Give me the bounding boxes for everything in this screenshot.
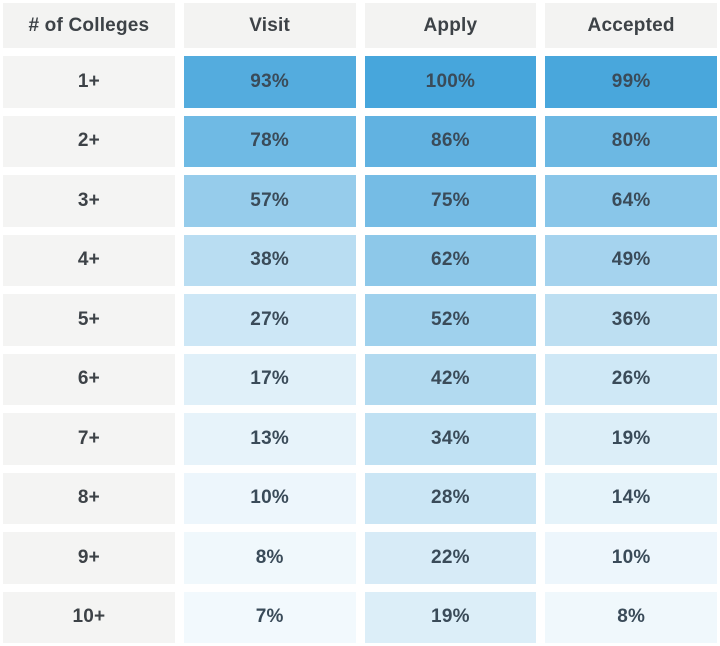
heatmap-cell-accepted-4plus: 49% [545, 234, 717, 286]
heatmap-cell-visit-9plus: 8% [183, 532, 356, 584]
heatmap-cell-apply-3plus: 75% [364, 175, 537, 227]
heatmap-cell-apply-10plus: 19% [364, 591, 537, 643]
heatmap-cell-apply-9plus: 22% [364, 532, 537, 584]
column-header-colleges: # of Colleges [3, 3, 175, 48]
heatmap-cell-accepted-5plus: 36% [545, 294, 717, 346]
row-label-2plus: 2+ [3, 115, 175, 167]
heatmap-cell-accepted-9plus: 10% [545, 532, 717, 584]
heatmap-cell-apply-5plus: 52% [364, 294, 537, 346]
heatmap-cell-visit-8plus: 10% [183, 472, 356, 524]
row-label-10plus: 10+ [3, 591, 175, 643]
heatmap-cell-visit-5plus: 27% [183, 294, 356, 346]
row-label-5plus: 5+ [3, 294, 175, 346]
heatmap-cell-visit-7plus: 13% [183, 413, 356, 465]
heatmap-cell-visit-6plus: 17% [183, 353, 356, 405]
heatmap-cell-accepted-1plus: 99% [545, 56, 717, 108]
row-label-3plus: 3+ [3, 175, 175, 227]
column-header-accepted: Accepted [545, 3, 717, 48]
column-header-apply: Apply [364, 3, 537, 48]
heatmap-cell-accepted-2plus: 80% [545, 115, 717, 167]
heatmap-cell-visit-10plus: 7% [183, 591, 356, 643]
row-label-9plus: 9+ [3, 532, 175, 584]
heatmap-cell-apply-2plus: 86% [364, 115, 537, 167]
heatmap-cell-accepted-7plus: 19% [545, 413, 717, 465]
heatmap-cell-accepted-3plus: 64% [545, 175, 717, 227]
row-label-7plus: 7+ [3, 413, 175, 465]
heatmap-cell-apply-4plus: 62% [364, 234, 537, 286]
row-label-1plus: 1+ [3, 56, 175, 108]
heatmap-cell-apply-8plus: 28% [364, 472, 537, 524]
heatmap-cell-visit-1plus: 93% [183, 56, 356, 108]
heatmap-cell-apply-6plus: 42% [364, 353, 537, 405]
heatmap-cell-apply-1plus: 100% [364, 56, 537, 108]
column-header-visit: Visit [183, 3, 356, 48]
row-label-8plus: 8+ [3, 472, 175, 524]
heatmap-cell-accepted-8plus: 14% [545, 472, 717, 524]
heatmap-cell-accepted-6plus: 26% [545, 353, 717, 405]
heatmap-cell-visit-3plus: 57% [183, 175, 356, 227]
heatmap-cell-accepted-10plus: 8% [545, 591, 717, 643]
heatmap-cell-visit-4plus: 38% [183, 234, 356, 286]
heatmap-cell-apply-7plus: 34% [364, 413, 537, 465]
row-label-6plus: 6+ [3, 353, 175, 405]
heatmap-cell-visit-2plus: 78% [183, 115, 356, 167]
row-label-4plus: 4+ [3, 234, 175, 286]
